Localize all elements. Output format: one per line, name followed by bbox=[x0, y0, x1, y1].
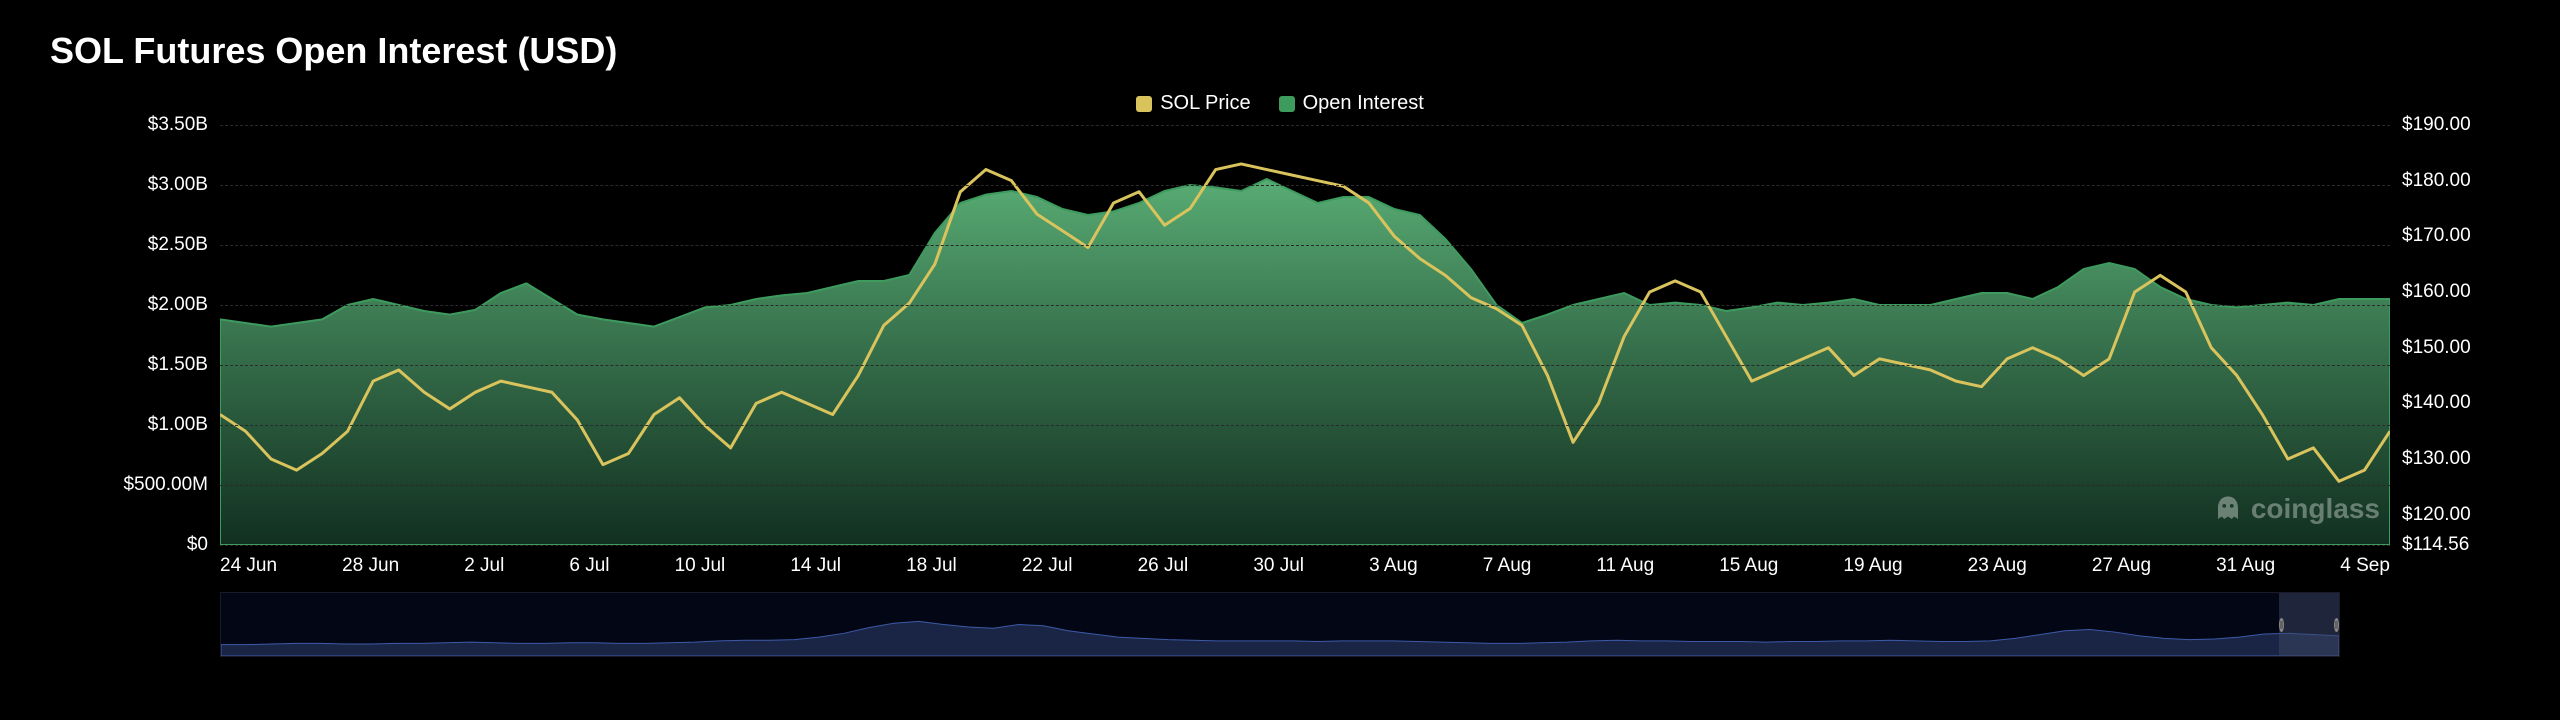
legend-label-price: SOL Price bbox=[1160, 92, 1250, 115]
x-tick: 31 Aug bbox=[2216, 555, 2275, 577]
x-tick: 10 Jul bbox=[675, 555, 726, 577]
y-axis-right: $190.00$180.00$170.00$160.00$150.00$140.… bbox=[2390, 125, 2510, 545]
plot-svg bbox=[220, 125, 2390, 545]
x-tick: 28 Jun bbox=[342, 555, 399, 577]
x-tick: 26 Jul bbox=[1138, 555, 1189, 577]
x-tick: 4 Sep bbox=[2340, 555, 2390, 577]
x-tick: 3 Aug bbox=[1369, 555, 1418, 577]
chart-title: SOL Futures Open Interest (USD) bbox=[50, 30, 2510, 72]
x-tick: 11 Aug bbox=[1596, 555, 1654, 577]
legend-swatch-price bbox=[1136, 96, 1152, 112]
overview-selector[interactable]: ∥ ∥ bbox=[220, 592, 2340, 657]
grip-icon: ∥ bbox=[2279, 618, 2284, 632]
grid-line bbox=[220, 425, 2390, 426]
x-tick: 18 Jul bbox=[906, 555, 957, 577]
legend-item-price[interactable]: SOL Price bbox=[1136, 92, 1250, 115]
grid-line bbox=[220, 365, 2390, 366]
legend-label-oi: Open Interest bbox=[1303, 92, 1424, 115]
grip-icon: ∥ bbox=[2334, 618, 2339, 632]
overview-area bbox=[221, 621, 2339, 656]
grid-line bbox=[220, 185, 2390, 186]
grid-line bbox=[220, 245, 2390, 246]
legend-swatch-oi bbox=[1279, 96, 1295, 112]
x-tick: 19 Aug bbox=[1843, 555, 1902, 577]
x-tick: 22 Jul bbox=[1022, 555, 1073, 577]
y-axis-left: $3.50B$3.00B$2.50B$2.00B$1.50B$1.00B$500… bbox=[50, 125, 220, 545]
grid-line bbox=[220, 125, 2390, 126]
grid-line bbox=[220, 545, 2390, 546]
y-left-tick: $1.50B bbox=[148, 354, 208, 376]
grid-line bbox=[220, 305, 2390, 306]
legend-item-open-interest[interactable]: Open Interest bbox=[1279, 92, 1424, 115]
y-right-tick: $190.00 bbox=[2402, 114, 2471, 136]
y-right-tick: $130.00 bbox=[2402, 448, 2471, 470]
y-left-tick: $500.00M bbox=[123, 474, 208, 496]
y-left-tick: $3.00B bbox=[148, 174, 208, 196]
ghost-icon bbox=[2213, 494, 2243, 524]
x-axis: 24 Jun 28 Jun 2 Jul 6 Jul 10 Jul 14 Jul 18 Jul… bbox=[220, 555, 2390, 577]
y-left-tick: $2.50B bbox=[148, 234, 208, 256]
main-chart[interactable]: $3.50B$3.00B$2.50B$2.00B$1.50B$1.00B$500… bbox=[50, 125, 2510, 545]
y-right-tick: $180.00 bbox=[2402, 170, 2471, 192]
y-right-tick: $150.00 bbox=[2402, 337, 2471, 359]
y-left-tick: $2.00B bbox=[148, 294, 208, 316]
y-right-tick: $114.56 bbox=[2402, 534, 2469, 556]
x-tick: 23 Aug bbox=[1968, 555, 2027, 577]
y-right-tick: $170.00 bbox=[2402, 225, 2471, 247]
y-right-tick: $160.00 bbox=[2402, 281, 2471, 303]
plot-area[interactable]: coinglass bbox=[220, 125, 2390, 545]
y-left-tick: $1.00B bbox=[148, 414, 208, 436]
x-tick: 30 Jul bbox=[1253, 555, 1304, 577]
y-left-tick: $0 bbox=[187, 534, 208, 556]
x-tick: 2 Jul bbox=[464, 555, 504, 577]
x-tick: 15 Aug bbox=[1719, 555, 1778, 577]
watermark: coinglass bbox=[2213, 493, 2380, 525]
watermark-text: coinglass bbox=[2251, 493, 2380, 525]
x-tick: 7 Aug bbox=[1483, 555, 1532, 577]
x-tick: 27 Aug bbox=[2092, 555, 2151, 577]
x-tick: 14 Jul bbox=[790, 555, 841, 577]
overview-handle-right[interactable]: ∥ ∥ bbox=[2279, 593, 2339, 656]
overview-svg bbox=[221, 593, 2339, 656]
grid-line bbox=[220, 485, 2390, 486]
legend: SOL Price Open Interest bbox=[50, 92, 2510, 115]
y-right-tick: $120.00 bbox=[2402, 504, 2471, 526]
y-left-tick: $3.50B bbox=[148, 114, 208, 136]
x-tick: 6 Jul bbox=[569, 555, 609, 577]
y-right-tick: $140.00 bbox=[2402, 392, 2471, 414]
x-tick: 24 Jun bbox=[220, 555, 277, 577]
